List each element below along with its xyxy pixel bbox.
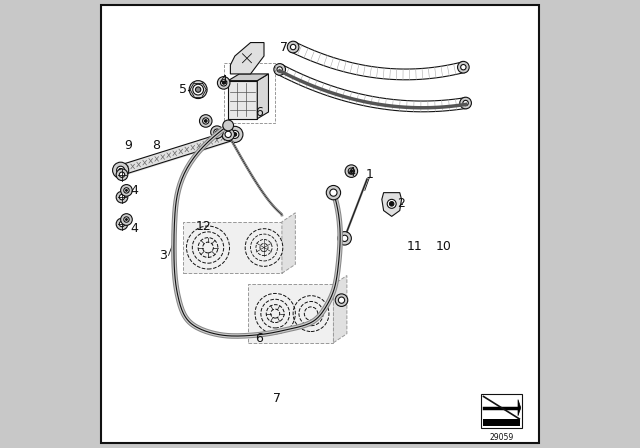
Circle shape	[345, 165, 358, 177]
Circle shape	[200, 115, 212, 127]
Circle shape	[227, 126, 243, 142]
Circle shape	[125, 219, 127, 220]
Circle shape	[124, 217, 129, 222]
FancyBboxPatch shape	[481, 394, 522, 428]
Circle shape	[342, 235, 348, 241]
Polygon shape	[282, 213, 296, 273]
Text: 12: 12	[196, 220, 211, 233]
Text: 11: 11	[406, 240, 422, 253]
Text: 7: 7	[273, 392, 282, 405]
Circle shape	[216, 131, 218, 134]
Circle shape	[222, 128, 234, 141]
Text: 4: 4	[130, 222, 138, 235]
Text: 29059: 29059	[490, 433, 513, 442]
Circle shape	[221, 80, 227, 86]
Circle shape	[119, 168, 122, 172]
Circle shape	[211, 126, 223, 138]
Text: 10: 10	[435, 240, 451, 253]
Circle shape	[116, 166, 125, 174]
Circle shape	[245, 228, 283, 266]
Circle shape	[339, 297, 345, 303]
Circle shape	[463, 100, 468, 106]
FancyBboxPatch shape	[101, 5, 539, 443]
Circle shape	[335, 294, 348, 306]
Circle shape	[119, 172, 125, 177]
Circle shape	[460, 97, 472, 109]
Circle shape	[277, 67, 282, 72]
Circle shape	[193, 84, 204, 95]
Circle shape	[458, 61, 469, 73]
Circle shape	[326, 185, 340, 200]
Polygon shape	[228, 74, 269, 81]
Circle shape	[287, 41, 299, 53]
Circle shape	[387, 199, 396, 208]
Text: 9: 9	[124, 139, 132, 152]
Circle shape	[274, 64, 285, 75]
Circle shape	[113, 162, 129, 178]
Text: 2: 2	[397, 197, 404, 211]
Circle shape	[116, 169, 128, 181]
Circle shape	[116, 191, 128, 203]
Circle shape	[222, 82, 225, 84]
Circle shape	[120, 185, 132, 196]
Circle shape	[125, 190, 127, 191]
Circle shape	[291, 44, 296, 50]
Text: 5: 5	[179, 83, 188, 96]
Circle shape	[195, 87, 201, 92]
Polygon shape	[333, 276, 347, 343]
Circle shape	[186, 226, 230, 269]
Circle shape	[350, 170, 353, 172]
Text: 4: 4	[130, 184, 138, 197]
Text: 1: 1	[365, 168, 373, 181]
Circle shape	[461, 65, 466, 70]
Polygon shape	[228, 81, 257, 119]
Text: 7: 7	[280, 40, 288, 54]
Circle shape	[338, 232, 351, 245]
Polygon shape	[248, 284, 333, 343]
Text: 6: 6	[255, 105, 264, 119]
Text: 3: 3	[159, 249, 167, 262]
Circle shape	[120, 214, 132, 225]
Circle shape	[116, 218, 128, 230]
Circle shape	[225, 131, 231, 138]
Circle shape	[389, 202, 394, 206]
Circle shape	[348, 168, 355, 174]
Circle shape	[330, 189, 337, 196]
Text: 8: 8	[152, 139, 161, 152]
Text: 4: 4	[220, 74, 228, 87]
Circle shape	[218, 77, 230, 89]
Polygon shape	[382, 193, 401, 216]
Polygon shape	[230, 43, 264, 74]
Circle shape	[204, 120, 207, 122]
Circle shape	[214, 129, 220, 135]
Circle shape	[223, 120, 234, 131]
Circle shape	[119, 221, 125, 227]
Polygon shape	[518, 400, 521, 416]
Circle shape	[231, 130, 239, 138]
Circle shape	[203, 118, 209, 124]
FancyBboxPatch shape	[483, 419, 520, 426]
Text: 6: 6	[255, 332, 264, 345]
Circle shape	[189, 81, 207, 99]
Circle shape	[119, 194, 125, 200]
Text: 4: 4	[348, 166, 355, 179]
Circle shape	[233, 133, 237, 136]
Polygon shape	[184, 222, 282, 273]
Circle shape	[124, 188, 129, 193]
Polygon shape	[257, 74, 269, 119]
